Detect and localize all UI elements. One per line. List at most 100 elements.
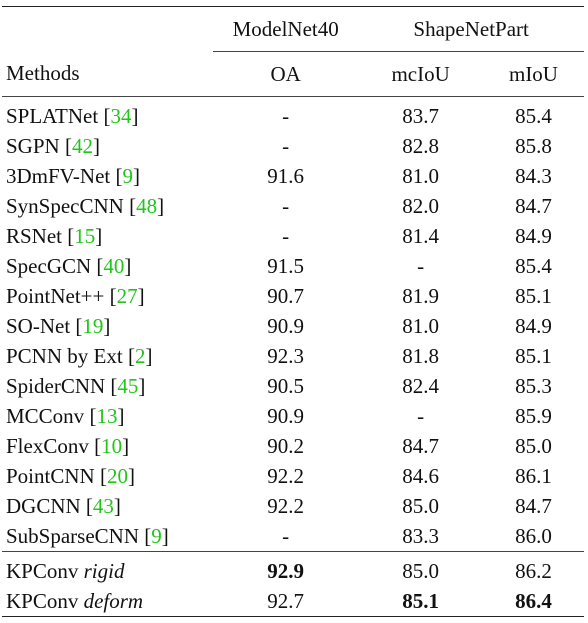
citation-link[interactable]: 9 bbox=[122, 163, 133, 188]
citation-link[interactable]: 34 bbox=[110, 103, 132, 128]
table-row: MCConv [13] 90.9 - 85.9 bbox=[2, 401, 584, 431]
mciou-value: - bbox=[417, 403, 425, 428]
table-row: SO-Net [19] 90.9 81.0 84.9 bbox=[2, 311, 584, 341]
mciou-value: 81.0 bbox=[402, 313, 439, 338]
column-header-row: Methods OA mcIoU mIoU bbox=[2, 52, 584, 97]
table-row: FlexConv [10] 90.2 84.7 85.0 bbox=[2, 431, 584, 461]
table-row: SpiderCNN [45] 90.5 82.4 85.3 bbox=[2, 371, 584, 401]
method-cell: SpiderCNN [45] bbox=[6, 373, 146, 398]
citation-link[interactable]: 43 bbox=[92, 493, 114, 518]
method-cell: SubSparseCNN [9] bbox=[6, 523, 169, 548]
method-name: PointCNN bbox=[6, 463, 95, 488]
table-row: SubSparseCNN [9] - 83.3 86.0 bbox=[2, 521, 584, 552]
citation-link[interactable]: 13 bbox=[96, 403, 118, 428]
table-row: SpecGCN [40] 91.5 - 85.4 bbox=[2, 251, 584, 281]
oa-value: 90.9 bbox=[267, 403, 305, 428]
table-row: PointCNN [20] 92.2 84.6 86.1 bbox=[2, 461, 584, 491]
kpconv-row: KPConv deform 92.7 85.1 86.4 bbox=[2, 586, 584, 617]
miou-value: 85.1 bbox=[515, 343, 552, 368]
citation-link[interactable]: 20 bbox=[106, 463, 128, 488]
method-name: SO-Net bbox=[6, 313, 71, 338]
group-header-empty bbox=[2, 7, 213, 52]
comparison-table: ModelNet40 ShapeNetPart Methods OA mcIoU… bbox=[2, 6, 584, 617]
oa-value: - bbox=[282, 223, 290, 248]
mciou-value: - bbox=[417, 253, 425, 278]
citation-link[interactable]: 9 bbox=[151, 523, 162, 548]
method-cell: FlexConv [10] bbox=[6, 433, 130, 458]
mciou-value: 82.0 bbox=[402, 193, 439, 218]
method-name: KPConv bbox=[6, 558, 79, 583]
miou-value: 85.4 bbox=[515, 103, 552, 128]
miou-value: 84.9 bbox=[515, 223, 552, 248]
citation-link[interactable]: 45 bbox=[117, 373, 139, 398]
mciou-value: 83.7 bbox=[402, 103, 439, 128]
mciou-value: 81.9 bbox=[402, 283, 439, 308]
miou-value: 85.1 bbox=[515, 283, 552, 308]
table-row: SynSpecCNN [48] - 82.0 84.7 bbox=[2, 191, 584, 221]
citation-link[interactable]: 48 bbox=[136, 193, 158, 218]
method-cell: SPLATNet [34] bbox=[6, 103, 139, 128]
citation-link[interactable]: 40 bbox=[103, 253, 125, 278]
oa-value: 92.7 bbox=[267, 588, 305, 613]
mciou-value: 81.8 bbox=[402, 343, 439, 368]
method-name: 3DmFV-Net bbox=[6, 163, 111, 188]
baseline-rows: SPLATNet [34] - 83.7 85.4 SGPN [42] - 82.8 85.8… bbox=[2, 97, 584, 552]
citation-link[interactable]: 42 bbox=[71, 133, 93, 158]
kpconv-rows: KPConv rigid 92.9 85.0 86.2 KPConv deform 92.… bbox=[2, 552, 584, 617]
method-cell: SGPN [42] bbox=[6, 133, 100, 158]
miou-value: 85.9 bbox=[515, 403, 552, 428]
oa-value: 90.5 bbox=[267, 373, 305, 398]
oa-value: - bbox=[282, 193, 290, 218]
method-cell: DGCNN [43] bbox=[6, 493, 121, 518]
group-header-modelnet40: ModelNet40 bbox=[213, 6, 359, 52]
oa-value: 92.9 bbox=[267, 558, 305, 583]
column-header-oa: OA bbox=[270, 61, 301, 86]
method-name: SynSpecCNN bbox=[6, 193, 124, 218]
citation-link[interactable]: 2 bbox=[134, 343, 146, 368]
method-cell: PCNN by Ext [2] bbox=[6, 343, 153, 368]
citation-link[interactable]: 15 bbox=[74, 223, 96, 248]
citation-link[interactable]: 19 bbox=[82, 313, 104, 338]
miou-value: 86.2 bbox=[515, 558, 552, 583]
group-header-shapenetpart: ShapeNetPart bbox=[358, 6, 584, 52]
column-header-methods: Methods bbox=[6, 61, 80, 86]
table-row: SGPN [42] - 82.8 85.8 bbox=[2, 131, 584, 161]
oa-value: 90.9 bbox=[267, 313, 305, 338]
method-cell: PointNet++ [27] bbox=[6, 283, 145, 308]
mciou-value: 84.7 bbox=[402, 433, 439, 458]
method-name: SubSparseCNN bbox=[6, 523, 140, 548]
method-cell: MCConv [13] bbox=[6, 403, 125, 428]
kpconv-row: KPConv rigid 92.9 85.0 86.2 bbox=[2, 552, 584, 587]
method-cell: RSNet [15] bbox=[6, 223, 103, 248]
mciou-value: 85.0 bbox=[402, 558, 439, 583]
method-name: SGPN bbox=[6, 133, 60, 158]
miou-value: 85.8 bbox=[515, 133, 552, 158]
mciou-value: 83.3 bbox=[402, 523, 439, 548]
method-cell: SpecGCN [40] bbox=[6, 253, 132, 278]
method-cell: 3DmFV-Net [9] bbox=[6, 163, 140, 188]
mciou-value: 84.6 bbox=[402, 463, 439, 488]
citation-link[interactable]: 27 bbox=[116, 283, 138, 308]
oa-value: 90.7 bbox=[267, 283, 305, 308]
method-name: DGCNN bbox=[6, 493, 81, 518]
method-name: FlexConv bbox=[6, 433, 89, 458]
table-row: 3DmFV-Net [9] 91.6 81.0 84.3 bbox=[2, 161, 584, 191]
group-header-row: ModelNet40 ShapeNetPart bbox=[2, 6, 584, 52]
method-name: PointNet++ bbox=[6, 283, 105, 308]
miou-value: 84.7 bbox=[515, 493, 552, 518]
mciou-value: 81.0 bbox=[402, 163, 439, 188]
column-header-mciou: mcIoU bbox=[391, 61, 450, 86]
oa-value: - bbox=[282, 523, 290, 548]
mciou-value: 85.0 bbox=[402, 493, 439, 518]
miou-value: 86.4 bbox=[515, 588, 552, 613]
miou-value: 84.3 bbox=[515, 163, 552, 188]
table-row: RSNet [15] - 81.4 84.9 bbox=[2, 221, 584, 251]
miou-value: 84.9 bbox=[515, 313, 552, 338]
miou-value: 86.0 bbox=[515, 523, 552, 548]
mciou-value: 82.4 bbox=[402, 373, 439, 398]
citation-link[interactable]: 10 bbox=[101, 433, 123, 458]
method-variant: rigid bbox=[83, 558, 125, 583]
method-cell: PointCNN [20] bbox=[6, 463, 135, 488]
method-name: SpiderCNN bbox=[6, 373, 106, 398]
